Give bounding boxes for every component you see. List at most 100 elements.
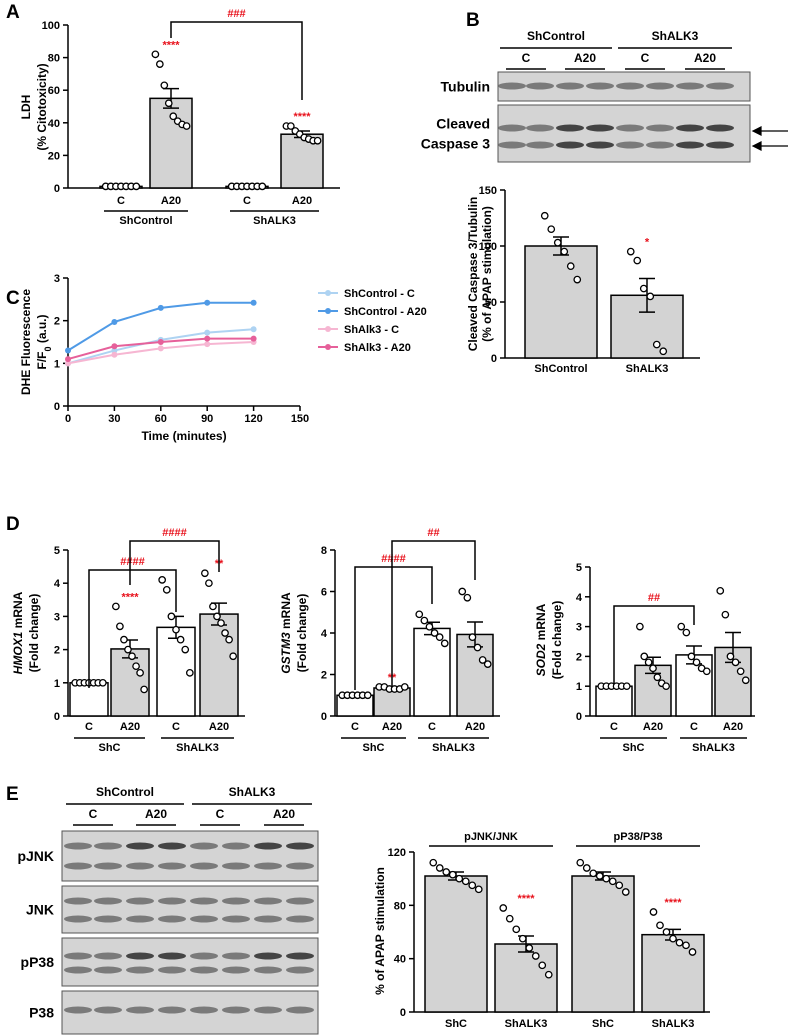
data-point	[688, 948, 697, 956]
data-point	[582, 864, 591, 872]
y-axis-label: (% of APAP stimulation)	[480, 206, 494, 342]
blot-band	[526, 124, 554, 132]
blot-panel	[61, 885, 319, 934]
comparison-label: ##	[648, 592, 660, 604]
data-point	[225, 635, 233, 644]
series-line	[67, 341, 254, 365]
data-point	[615, 881, 624, 890]
y-tick-label: 20	[48, 150, 60, 162]
blot-band	[126, 862, 154, 870]
data-point	[400, 683, 409, 691]
blot-band	[222, 862, 250, 870]
y-tick-label: 60	[48, 85, 60, 97]
data-point	[682, 941, 690, 950]
legend-marker	[325, 308, 331, 314]
panel-label: A	[6, 2, 20, 23]
data-point	[721, 610, 730, 619]
panel-label: E	[6, 784, 19, 805]
blot-band	[94, 1006, 122, 1014]
series-marker	[204, 299, 211, 306]
data-point	[499, 904, 508, 912]
y-tick-label: 3	[576, 622, 582, 634]
legend-label: ShControl - C	[344, 288, 415, 300]
blot-band	[190, 952, 218, 960]
legend-marker	[325, 290, 331, 296]
data-point	[440, 639, 449, 648]
data-point	[512, 925, 521, 934]
blot-band	[526, 141, 554, 149]
data-point	[677, 622, 686, 631]
blot-lane-label: C	[216, 807, 225, 821]
blot-panel	[61, 830, 319, 882]
group-label: ShC	[99, 742, 121, 754]
blot-band	[94, 862, 122, 870]
x-tick-label: 60	[155, 413, 167, 425]
series-marker	[250, 299, 257, 306]
data-point	[649, 908, 658, 916]
data-point	[258, 182, 267, 191]
blot-band	[222, 1006, 250, 1014]
y-axis-label-part: HMOX1	[11, 631, 25, 674]
blot-band	[556, 124, 584, 132]
blot-lane-label: C	[89, 807, 98, 821]
data-point	[164, 99, 173, 108]
data-point	[474, 885, 483, 894]
bar	[524, 245, 598, 359]
data-point	[560, 247, 569, 256]
significance-label: ****	[517, 893, 535, 905]
comparison-label: ###	[227, 8, 245, 20]
series-marker	[250, 335, 257, 342]
blot-band	[676, 124, 704, 132]
y-tick-label: 0	[576, 711, 582, 723]
x-tick-label: ShControl	[534, 363, 587, 375]
data-point	[659, 347, 668, 356]
comparison-label: ####	[120, 556, 144, 568]
y-tick-label: 4	[321, 628, 328, 640]
data-point	[185, 668, 194, 677]
blot-band	[254, 897, 282, 905]
y-tick-label: 0	[54, 401, 60, 413]
data-point	[669, 934, 677, 943]
comparison-bracket	[391, 540, 476, 686]
data-point	[172, 625, 180, 634]
data-point	[622, 682, 631, 691]
x-tick-label: ShC	[445, 1018, 467, 1030]
data-point	[633, 256, 642, 265]
bar	[373, 687, 411, 717]
y-tick-label: 5	[54, 545, 60, 557]
y-axis-label: (Fold change)	[550, 601, 564, 680]
blot-band	[158, 1006, 186, 1014]
blot-band	[706, 124, 734, 132]
x-tick-label: C	[117, 195, 125, 207]
data-point	[573, 275, 582, 284]
data-point	[136, 668, 144, 677]
blot-band	[616, 124, 644, 132]
blot-band	[254, 1006, 282, 1014]
series-marker	[111, 343, 118, 350]
data-point	[448, 870, 457, 879]
blot-band	[222, 842, 250, 850]
blot-band	[158, 842, 186, 850]
blot-band	[64, 842, 92, 850]
data-point	[442, 868, 451, 876]
y-axis-label-part: F/F	[35, 352, 49, 370]
data-point	[155, 60, 164, 68]
data-point	[602, 874, 611, 883]
y-tick-label: 120	[388, 847, 406, 859]
group-label: ShC	[623, 742, 645, 754]
comparison-bracket	[354, 566, 433, 690]
series-marker	[157, 304, 164, 311]
blot-band	[126, 952, 154, 960]
blot-band	[94, 915, 122, 923]
y-tick-label: 100	[479, 241, 497, 253]
y-tick-label: 1	[576, 681, 582, 693]
x-tick-label: C	[172, 721, 180, 733]
data-point	[741, 676, 750, 685]
comparison-bracket	[613, 605, 695, 684]
panel-label: D	[6, 514, 20, 535]
group-label: ShALK3	[432, 742, 475, 754]
comparison-bracket	[129, 540, 220, 585]
series-marker	[157, 339, 164, 345]
blot-band	[556, 141, 584, 149]
data-point	[112, 602, 120, 611]
